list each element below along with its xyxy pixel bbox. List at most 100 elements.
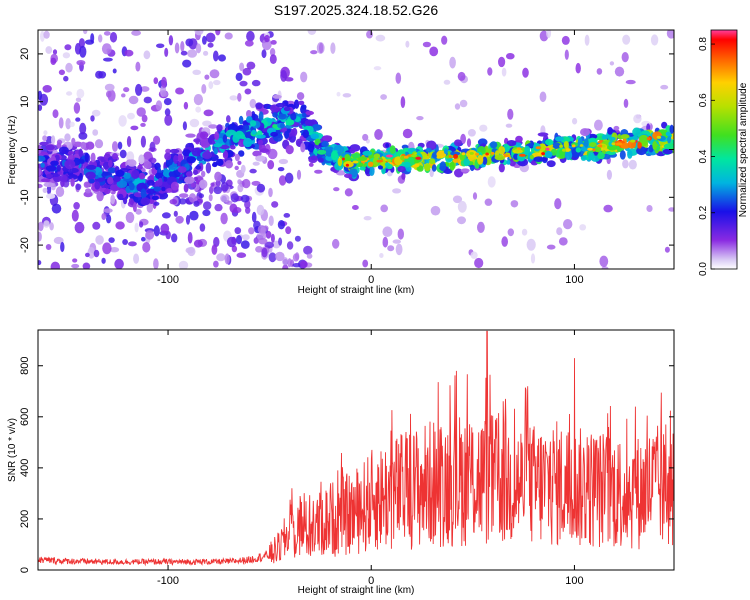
- spectrogram-cell: [662, 148, 673, 155]
- spectrogram-cell: [240, 164, 246, 174]
- spectrogram-cell: [60, 241, 65, 253]
- spectrogram-cell: [69, 168, 79, 173]
- spectrogram-y-label: Frequency (Hz): [7, 116, 18, 185]
- spectrogram-cell: [195, 165, 202, 170]
- spectrogram-cell: [272, 112, 278, 118]
- spectrogram-cell: [40, 178, 51, 183]
- spectrogram-cell: [220, 212, 228, 225]
- spectrogram-cell: [439, 161, 447, 172]
- spectrogram-cell: [70, 178, 75, 187]
- spectrogram-cell: [261, 49, 267, 59]
- spectrogram-cell: [180, 50, 188, 56]
- snr-series-line: [38, 330, 674, 567]
- spectrogram-cell: [123, 197, 128, 205]
- spectrogram-cell: [222, 134, 228, 143]
- spectrogram-cell: [193, 138, 201, 143]
- spectrogram-cell: [140, 197, 151, 206]
- spectrogram-cell: [633, 114, 642, 124]
- spectrogram-cell: [50, 160, 59, 166]
- spectrogram-cell: [112, 153, 118, 160]
- spectrogram-cell: [603, 204, 613, 213]
- spectrogram-cell: [563, 219, 573, 230]
- spectrogram-cell: [91, 109, 101, 117]
- colorbar-tick-label: 0.2: [698, 205, 709, 219]
- spectrogram-cell: [234, 227, 242, 235]
- spectrogram-cell: [344, 188, 353, 197]
- spectrogram-cell: [537, 132, 549, 137]
- x-tick-label: -100: [157, 274, 179, 286]
- spectrogram-cell: [479, 124, 488, 132]
- spectrogram-cell: [249, 120, 257, 127]
- spectrogram-cell: [379, 253, 384, 258]
- spectrogram-cell: [175, 215, 184, 224]
- spectrogram-cell: [621, 52, 629, 63]
- spectrogram-cell: [285, 145, 294, 155]
- spectrogram-cell: [220, 194, 230, 203]
- spectrogram-cell: [101, 213, 107, 220]
- spectrogram-cell: [193, 239, 203, 248]
- spectrogram-cell: [278, 237, 283, 246]
- spectrogram-cell: [180, 41, 185, 52]
- spectrogram-cell: [98, 34, 103, 43]
- spectrogram-cell: [216, 253, 226, 262]
- spectrogram-cell: [189, 118, 200, 128]
- spectrogram-cell: [216, 158, 224, 166]
- y-tick-label: 20: [19, 48, 31, 60]
- spectrogram-cell: [299, 260, 308, 269]
- spectrogram-cell: [202, 209, 211, 217]
- spectrogram-cell: [507, 228, 514, 237]
- spectrogram-cell: [248, 227, 255, 235]
- spectrogram-cell: [107, 167, 117, 174]
- spectrogram-cell: [117, 141, 123, 150]
- spectrogram-cell: [454, 139, 462, 147]
- spectrogram-cell: [72, 258, 78, 263]
- spectrogram-cell: [75, 183, 82, 190]
- spectrogram-cell: [257, 139, 264, 146]
- spectrogram-cell: [579, 224, 587, 231]
- spectrogram-cell: [575, 62, 581, 74]
- spectrogram-cell: [385, 143, 390, 148]
- spectrogram-cell: [187, 246, 196, 257]
- spectrogram-cell: [660, 84, 669, 90]
- spectrogram-cell: [237, 179, 242, 185]
- spectrogram-cell: [92, 129, 99, 136]
- spectrogram-cell: [132, 202, 137, 213]
- spectrogram-cell: [88, 178, 95, 184]
- x-tick-label: 100: [565, 575, 583, 587]
- spectrogram-cell: [380, 94, 387, 100]
- spectrogram-cell: [203, 201, 212, 210]
- spectrogram-cell: [85, 141, 95, 150]
- spectrogram-cell: [290, 113, 297, 121]
- spectrogram-cell: [214, 171, 222, 182]
- spectrogram-cell: [161, 91, 169, 97]
- spectrogram-cell: [115, 169, 125, 177]
- spectrogram-cell: [564, 49, 569, 60]
- spectrogram-cell: [294, 99, 300, 109]
- spectrogram-cell: [300, 142, 306, 153]
- spectrogram-cell: [202, 151, 213, 160]
- spectrogram-cell: [498, 56, 506, 68]
- spectrogram-cell: [45, 46, 53, 54]
- spectrogram-cell: [622, 34, 631, 45]
- spectrogram-cell: [522, 67, 529, 78]
- spectrogram-cell: [546, 30, 552, 39]
- snr-y-ticks: 0 200 400 600 800: [19, 357, 674, 573]
- spectrogram-cell: [324, 146, 334, 151]
- spectrogram-hotspot: [448, 154, 452, 158]
- spectrogram-cell: [251, 129, 257, 135]
- spectrogram-cell: [164, 152, 172, 161]
- spectrogram-cell: [56, 164, 61, 172]
- spectrogram-cell: [270, 40, 277, 45]
- spectrogram-cell: [65, 62, 73, 73]
- spectrogram-cell: [246, 61, 256, 70]
- spectrogram-cell: [96, 191, 104, 202]
- spectrogram-cell: [38, 155, 46, 162]
- spectrogram-cell: [668, 207, 674, 212]
- spectrogram-hotspot: [615, 142, 623, 146]
- spectrogram-hotspot: [490, 151, 495, 155]
- spectrogram-cell: [53, 236, 64, 245]
- spectrogram-cell: [430, 205, 441, 216]
- spectrogram-cell: [296, 92, 305, 101]
- spectrogram-cell: [236, 252, 247, 258]
- spectrogram-cell: [650, 34, 659, 46]
